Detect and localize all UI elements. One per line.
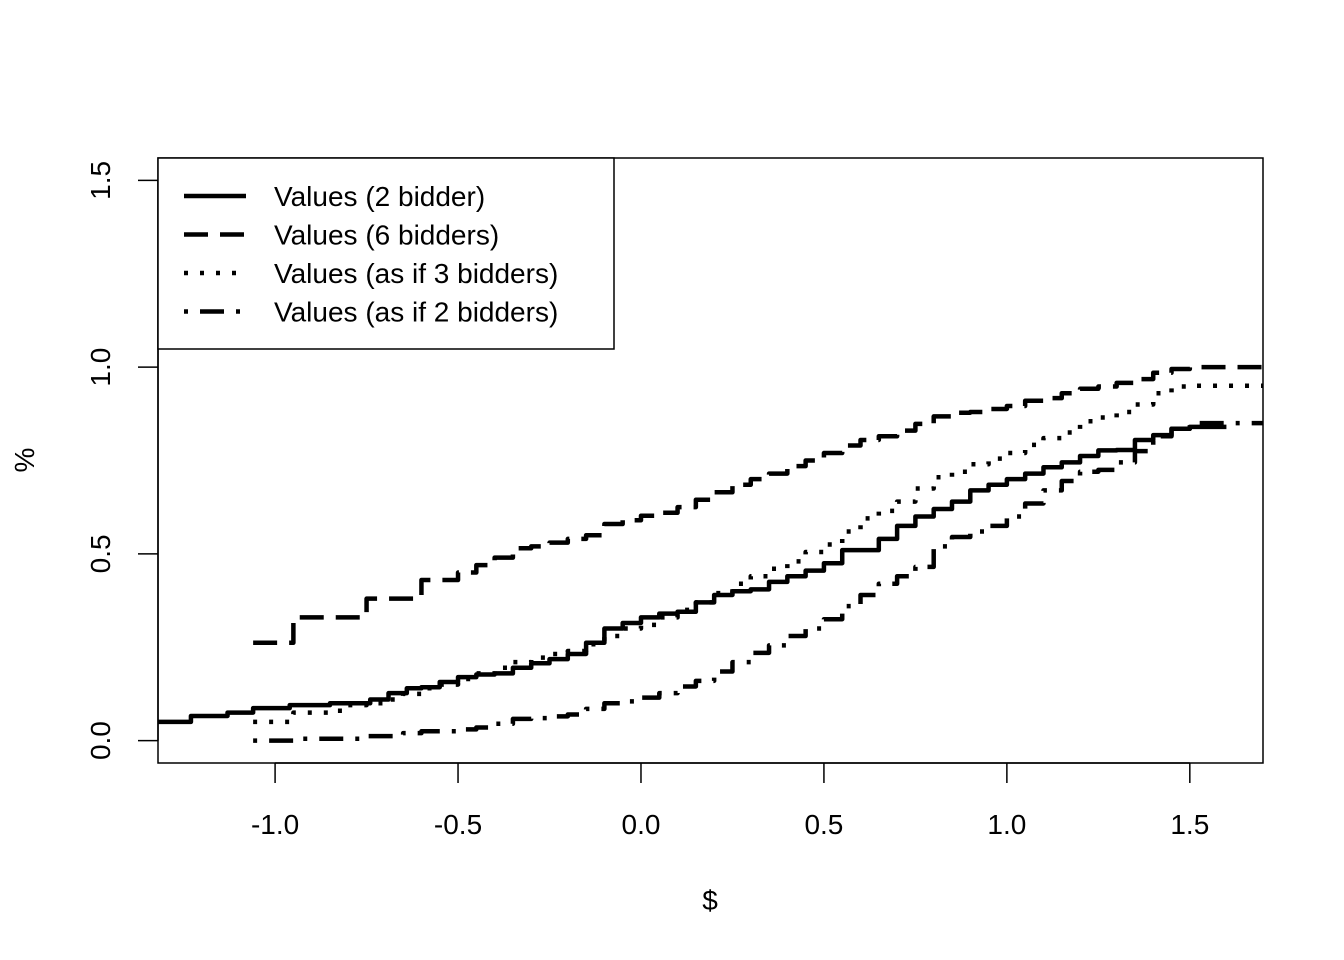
series-line-2 [253,364,1263,645]
legend-box [157,157,615,350]
legend-label-4: Values (as if 2 bidders) [274,297,558,328]
series-line-3 [253,383,1263,725]
x-axis: -1.0 -0.5 0.0 0.5 1.0 1.5 [251,762,1209,840]
legend-label-3: Values (as if 3 bidders) [274,258,558,289]
y-axis-label: % [9,448,40,473]
y-tick-label: 1.5 [85,161,116,200]
x-tick-label: -0.5 [434,809,482,840]
series-layer [158,364,1263,743]
legend: Values (2 bidder) Values (6 bidders) Value… [157,157,615,350]
y-tick-label: 0.5 [85,534,116,573]
series-line-1 [158,424,1227,725]
legend-label-1: Values (2 bidder) [274,181,485,212]
x-axis-label: $ [702,885,718,916]
x-tick-label: 0.0 [622,809,661,840]
y-tick-label: 0.0 [85,721,116,760]
x-tick-label: 1.5 [1170,809,1209,840]
x-tick-label: -1.0 [251,809,299,840]
x-tick-label: 1.0 [987,809,1026,840]
y-tick-label: 1.0 [85,348,116,387]
series-line-4 [253,420,1263,743]
legend-label-2: Values (6 bidders) [274,220,499,251]
x-tick-label: 0.5 [804,809,843,840]
y-axis: 0.0 0.5 1.0 1.5 [85,161,159,760]
